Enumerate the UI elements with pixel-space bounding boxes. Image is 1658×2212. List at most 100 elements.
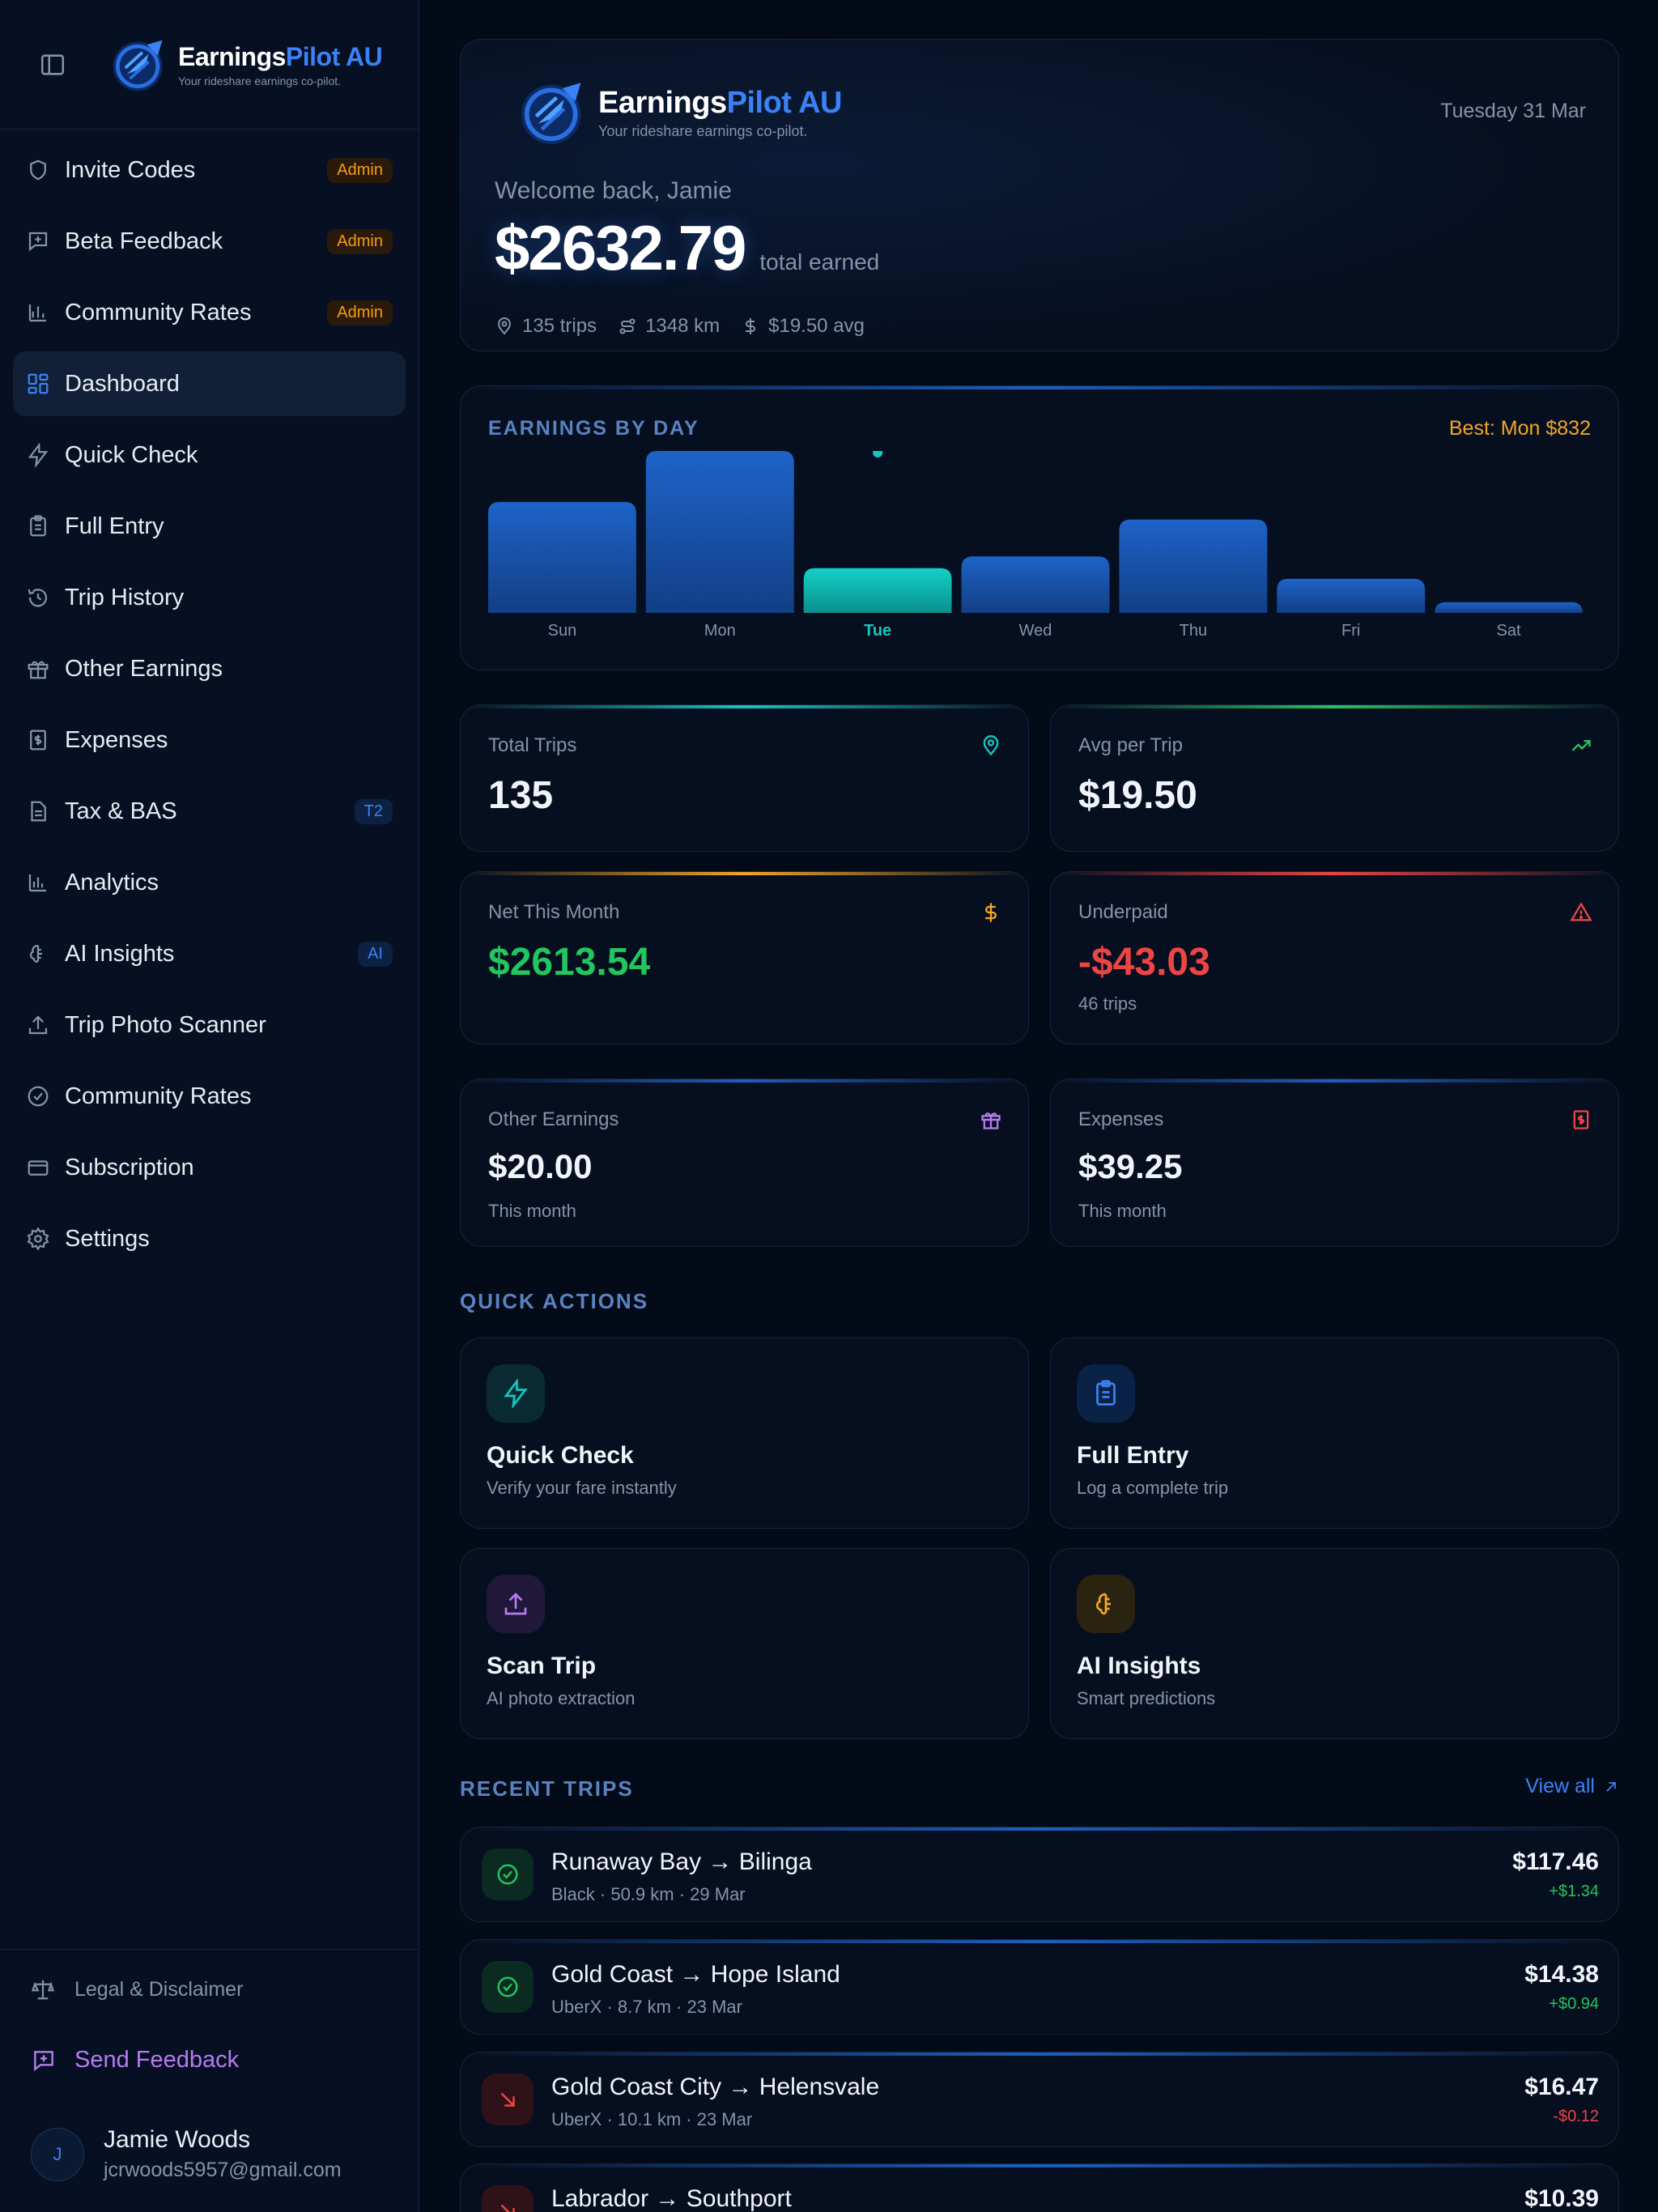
- qa-subtitle: AI photo extraction: [487, 1688, 636, 1708]
- sidebar-item-tax-bas[interactable]: Tax & BAS T2: [13, 779, 406, 844]
- lightning-icon: [28, 443, 49, 467]
- trip-row[interactable]: Gold Coast City → Helensvale UberX · 10.…: [460, 2052, 1619, 2147]
- bar-wed[interactable]: [961, 556, 1110, 613]
- admin-badge: Admin: [327, 300, 393, 325]
- bar-mon[interactable]: [645, 451, 794, 613]
- sidebar-item-subscription[interactable]: Subscription: [13, 1135, 406, 1200]
- trip-diff: +$1.34: [1549, 1882, 1599, 1900]
- sidebar-item-ai-insights[interactable]: AI Insights AI: [13, 921, 406, 986]
- qa-title: Quick Check: [487, 1442, 634, 1469]
- stat-sub: This month: [1078, 1201, 1167, 1221]
- gear-icon: [27, 1227, 49, 1251]
- full-entry-action[interactable]: Full Entry Log a complete trip: [1050, 1338, 1619, 1529]
- ai-badge: AI: [358, 941, 393, 967]
- recent-trips-heading: RECENT TRIPS: [460, 1776, 634, 1801]
- sidebar-item-beta-feedback[interactable]: Beta Feedback Admin: [13, 209, 406, 274]
- sidebar-item-label: Analytics: [65, 869, 159, 895]
- trip-row[interactable]: Gold Coast → Hope Island UberX · 8.7 km …: [460, 1939, 1619, 2035]
- trip-meta: UberX · 10.1 km · 23 Mar: [551, 2109, 753, 2129]
- ai-insights-action[interactable]: AI Insights Smart predictions: [1050, 1548, 1619, 1739]
- bar-fri[interactable]: [1277, 578, 1426, 613]
- card-accent-line: [461, 872, 1028, 875]
- trip-route: Labrador → Southport: [551, 2185, 792, 2212]
- check-circle-icon: [497, 1976, 518, 1997]
- sidebar-item-community-rates-admin[interactable]: Community Rates Admin: [13, 280, 406, 345]
- sidebar-item-label: Trip History: [65, 584, 185, 610]
- stat-sub: 46 trips: [1078, 993, 1137, 1014]
- trip-row[interactable]: Labrador → Southport $10.39: [460, 2163, 1619, 2212]
- brain-icon: [1095, 1593, 1111, 1615]
- trending-up-icon: [1571, 740, 1591, 751]
- scale-icon: [31, 1980, 55, 2000]
- sidebar-item-dashboard[interactable]: Dashboard: [13, 351, 406, 416]
- arrow-up-right-icon: [1606, 1781, 1616, 1792]
- sidebar-item-community-rates[interactable]: Community Rates: [13, 1064, 406, 1129]
- current-date: Tuesday 31 Mar: [1440, 100, 1586, 122]
- distance-stat: 1348 km: [618, 315, 720, 338]
- tick-label-wed: Wed: [1019, 622, 1052, 640]
- sidebar-item-label: Settings: [65, 1225, 150, 1252]
- sidebar-item-quick-check[interactable]: Quick Check: [13, 423, 406, 487]
- view-all-link[interactable]: View all: [1525, 1775, 1619, 1798]
- sidebar-item-other-earnings[interactable]: Other Earnings: [13, 636, 406, 701]
- brand-logo[interactable]: EarningsPilot AU Your rideshare earnings…: [108, 34, 383, 96]
- analytics-icon: [28, 874, 46, 892]
- tick-label-tue: Tue: [864, 622, 891, 640]
- sidebar-item-analytics[interactable]: Analytics: [13, 850, 406, 915]
- scan-trip-action[interactable]: Scan Trip AI photo extraction: [460, 1548, 1029, 1739]
- tick-label-thu: Thu: [1180, 622, 1207, 640]
- credit-card-icon: [28, 1160, 49, 1176]
- dashboard-icon: [28, 373, 49, 394]
- upload-icon: [28, 1015, 48, 1035]
- legal-label: Legal & Disclaimer: [74, 1977, 244, 2001]
- trip-diff: -$0.12: [1553, 2108, 1599, 2125]
- trip-route: Runaway Bay → Bilinga: [551, 1848, 812, 1875]
- trip-route: Gold Coast → Hope Island: [551, 1961, 840, 1988]
- legal-link[interactable]: Legal & Disclaimer: [31, 1977, 243, 2001]
- bar-tue[interactable]: [803, 568, 952, 613]
- underpaid-card[interactable]: Underpaid -$43.03 46 trips: [1050, 871, 1619, 1044]
- earnings-by-day-card: EARNINGS BY DAY Best: Mon $832 Sun Mon Tue…: [460, 385, 1619, 670]
- quick-check-action[interactable]: Quick Check Verify your fare instantly: [460, 1338, 1029, 1529]
- avg-per-trip-card[interactable]: Avg per Trip $19.50: [1050, 704, 1619, 852]
- send-feedback-button[interactable]: Send Feedback: [31, 2047, 239, 2074]
- trip-diff: +$0.94: [1549, 1995, 1599, 2013]
- sidebar-item-label: AI Insights: [65, 940, 175, 967]
- today-marker-dot: [873, 451, 883, 457]
- trip-row[interactable]: Runaway Bay → Bilinga Black · 50.9 km · …: [460, 1827, 1619, 1922]
- other-earnings-card[interactable]: Other Earnings $20.00 This month: [460, 1078, 1029, 1247]
- map-pin-icon: [497, 317, 512, 335]
- net-this-month-card[interactable]: Net This Month $2613.54: [460, 871, 1029, 1044]
- user-email: jcrwoods5957@gmail.com: [104, 2159, 342, 2181]
- sidebar-item-trip-history[interactable]: Trip History: [13, 565, 406, 630]
- check-circle-icon: [497, 1864, 518, 1885]
- expenses-card[interactable]: Expenses $39.25 This month: [1050, 1078, 1619, 1247]
- qa-subtitle: Smart predictions: [1077, 1688, 1216, 1708]
- sidebar-item-full-entry[interactable]: Full Entry: [13, 494, 406, 559]
- bar-thu[interactable]: [1119, 519, 1268, 613]
- hero-card: EarningsPilot AU Your rideshare earnings…: [460, 39, 1619, 351]
- card-accent-line: [461, 1940, 1618, 1943]
- sidebar-toggle-icon[interactable]: [39, 51, 66, 79]
- user-profile[interactable]: J Jamie Woods jcrwoods5957@gmail.com: [31, 2126, 342, 2182]
- bar-sat[interactable]: [1435, 602, 1583, 614]
- total-trips-card[interactable]: Total Trips 135: [460, 704, 1029, 852]
- sidebar-item-label: Subscription: [65, 1154, 194, 1180]
- sidebar-item-invite-codes[interactable]: Invite Codes Admin: [13, 138, 406, 202]
- sidebar-item-settings[interactable]: Settings: [13, 1206, 406, 1271]
- hero-stats: 135 trips 1348 km $19.50 avg: [495, 315, 886, 338]
- sidebar-item-label: Full Entry: [65, 513, 164, 539]
- sidebar-item-expenses[interactable]: Expenses: [13, 708, 406, 772]
- card-accent-line: [461, 2164, 1618, 2167]
- check-circle-icon: [28, 1086, 49, 1107]
- warning-icon: [1570, 902, 1592, 921]
- trip-route: Gold Coast City → Helensvale: [551, 2074, 880, 2100]
- qa-icon-wrap: [487, 1364, 545, 1423]
- sidebar-item-trip-photo-scanner[interactable]: Trip Photo Scanner: [13, 993, 406, 1057]
- bar-sun[interactable]: [488, 501, 636, 613]
- map-pin-icon: [983, 735, 999, 756]
- sidebar-item-label: Trip Photo Scanner: [65, 1011, 266, 1038]
- trip-count-stat: 135 trips: [495, 315, 597, 338]
- brain-icon: [29, 944, 42, 963]
- route-icon: [619, 318, 636, 334]
